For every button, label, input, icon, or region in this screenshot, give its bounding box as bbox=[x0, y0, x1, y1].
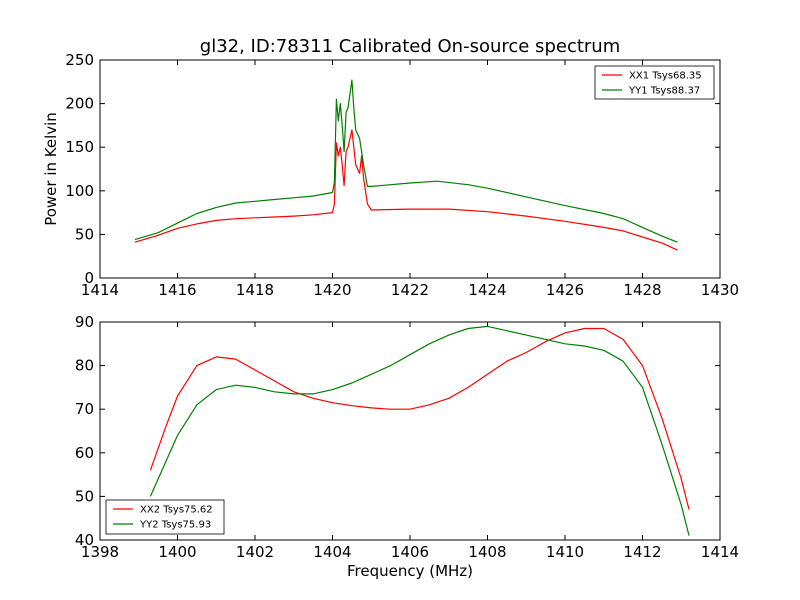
top-legend: XX1 Tsys68.35 YY1 Tsys88.37 bbox=[594, 65, 715, 100]
bottom-x-tick-label: 1412 bbox=[623, 543, 661, 561]
bottom-y-tick-label: 90 bbox=[75, 313, 94, 331]
bottom-plot-frame bbox=[99, 321, 721, 541]
bottom-panel: 1398 1400 1402 1404 1406 1408 1410 1412 1414 40 5… bbox=[75, 313, 739, 580]
bottom-series-line-2 bbox=[149, 325, 690, 536]
top-x-tick-label: 1416 bbox=[158, 281, 196, 299]
bottom-x-tick-label: 1406 bbox=[391, 543, 429, 561]
chart-title: gl32, ID:78311 Calibrated On-source spec… bbox=[200, 36, 620, 57]
bottom-y-tick-label: 60 bbox=[75, 444, 94, 462]
bottom-y-ticks: 40 50 60 70 80 90 bbox=[75, 313, 720, 549]
legend-label-yy2: YY2 Tsys75.93 bbox=[139, 520, 211, 531]
top-x-tick-label: 1422 bbox=[391, 281, 429, 299]
bottom-y-tick-label: 70 bbox=[75, 400, 94, 418]
top-y-tick-label: 150 bbox=[65, 138, 94, 156]
bottom-x-tick-label: 1402 bbox=[236, 543, 274, 561]
top-x-tick-label: 1424 bbox=[468, 281, 506, 299]
top-series-line-1 bbox=[134, 129, 678, 251]
top-series-line-2 bbox=[134, 79, 678, 243]
top-x-tick-label: 1414 bbox=[81, 281, 119, 299]
bottom-x-tick-label: 1400 bbox=[158, 543, 196, 561]
bottom-y-tick-label: 80 bbox=[75, 357, 94, 375]
top-y-tick-label: 100 bbox=[65, 182, 94, 200]
top-y-tick-label: 50 bbox=[75, 225, 94, 243]
top-x-tick-label: 1430 bbox=[701, 281, 739, 299]
top-plot-frame bbox=[99, 59, 721, 279]
top-x-tick-label: 1426 bbox=[546, 281, 584, 299]
bottom-x-ticks: 1398 1400 1402 1404 1406 1408 1410 1412 1414 bbox=[81, 322, 739, 561]
bottom-legend-box bbox=[105, 499, 225, 535]
top-x-tick-label: 1418 bbox=[236, 281, 274, 299]
top-y-axis-label: Power in Kelvin bbox=[42, 112, 60, 226]
top-legend-box bbox=[594, 65, 715, 100]
bottom-x-tick-label: 1398 bbox=[81, 543, 119, 561]
top-series-lines bbox=[134, 79, 678, 251]
top-y-tick-label: 250 bbox=[65, 51, 94, 69]
bottom-series-lines bbox=[149, 325, 690, 536]
bottom-series-line-1 bbox=[149, 327, 690, 510]
top-y-tick-label: 200 bbox=[65, 95, 94, 113]
legend-label-xx1: XX1 Tsys68.35 bbox=[629, 71, 702, 82]
bottom-x-tick-label: 1404 bbox=[313, 543, 351, 561]
bottom-x-tick-label: 1414 bbox=[701, 543, 739, 561]
bottom-x-tick-label: 1408 bbox=[468, 543, 506, 561]
top-y-ticks: 0 50 100 150 200 250 bbox=[65, 51, 720, 287]
legend-label-yy1: YY1 Tsys88.37 bbox=[628, 86, 700, 97]
bottom-y-tick-label: 40 bbox=[75, 531, 94, 549]
legend-label-xx2: XX2 Tsys75.62 bbox=[140, 505, 213, 516]
bottom-legend: XX2 Tsys75.62 YY2 Tsys75.93 bbox=[105, 499, 225, 535]
top-x-ticks: 1414 1416 1418 1420 1422 1424 1426 1428 1430 bbox=[81, 60, 739, 299]
top-panel: 1414 1416 1418 1420 1422 1424 1426 1428 1430 0 50… bbox=[42, 51, 739, 299]
top-x-tick-label: 1420 bbox=[313, 281, 351, 299]
bottom-y-tick-label: 50 bbox=[75, 487, 94, 505]
top-y-tick-label: 0 bbox=[84, 269, 94, 287]
bottom-x-tick-label: 1410 bbox=[546, 543, 584, 561]
x-axis-label: Frequency (MHz) bbox=[347, 562, 473, 580]
top-x-tick-label: 1428 bbox=[623, 281, 661, 299]
